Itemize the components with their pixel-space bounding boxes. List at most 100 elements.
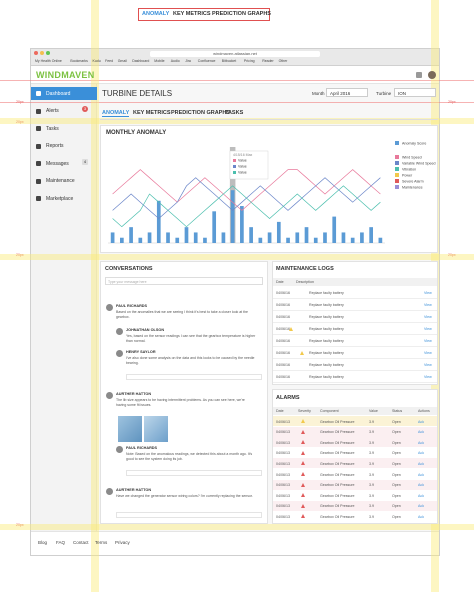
view-link[interactable]: View — [424, 291, 432, 295]
sidebar-item[interactable]: Marketplace — [31, 192, 97, 205]
footer-bar — [31, 531, 439, 555]
tab[interactable]: TASKS — [225, 110, 244, 116]
bookmark[interactable]: Other — [278, 59, 288, 63]
bookmark[interactable]: Gmail — [117, 59, 127, 63]
alarm-cell: 04/06/13 — [276, 451, 290, 456]
message-text: The lib size appears to be having interm… — [116, 398, 245, 407]
sidebar-item[interactable]: Alerts — [31, 105, 97, 118]
legend-swatch — [395, 167, 399, 171]
sidebar-item[interactable]: Maintenance — [31, 175, 97, 188]
reply-input[interactable] — [116, 512, 262, 518]
bar — [120, 237, 124, 243]
severity-icon — [301, 440, 305, 445]
sidebar-label: Reports — [46, 143, 64, 149]
bookmark[interactable]: Jira — [185, 59, 191, 63]
attachment-image — [118, 416, 142, 442]
annotation-tab: PREDICTION GRAPHS — [212, 11, 271, 17]
sidebar-icon — [36, 126, 41, 131]
alarm-cell[interactable]: Ack — [418, 514, 424, 519]
alarm-cell: Open — [392, 472, 401, 477]
bookmark[interactable]: Audio — [170, 59, 180, 63]
table-header — [273, 278, 437, 286]
bar — [129, 227, 133, 243]
tab[interactable]: KEY METRICS — [133, 110, 171, 116]
view-link[interactable]: View — [424, 351, 432, 355]
alarm-cell[interactable]: Ack — [418, 472, 424, 477]
sidebar-item[interactable]: Reports — [31, 140, 97, 153]
chart-title: MONTHLY ANOMALY — [106, 130, 167, 136]
severity-icon — [301, 472, 305, 476]
alarm-cell[interactable]: Ack — [418, 483, 424, 488]
sidebar-item[interactable]: Messages — [31, 157, 97, 170]
reply-input[interactable] — [126, 470, 262, 476]
view-link[interactable]: View — [424, 363, 432, 367]
bar — [138, 237, 143, 243]
alarm-cell: Gearbox Oil Pressure — [320, 440, 355, 445]
bookmark[interactable]: Reader — [262, 59, 274, 63]
sidebar-item[interactable]: Tasks — [31, 122, 97, 135]
alarm-cell: 04/06/13 — [276, 419, 290, 424]
footer-link[interactable]: Blog — [38, 540, 48, 545]
tooltip: 4/15/16 Max Value Value Value — [229, 150, 269, 180]
view-link[interactable]: View — [424, 327, 432, 331]
row-background — [273, 500, 437, 511]
severity-icon — [301, 419, 305, 423]
sidebar-icon — [36, 108, 41, 114]
alarm-cell[interactable]: Ack — [418, 440, 424, 445]
footer-link[interactable]: Privacy — [115, 540, 130, 545]
bookmark[interactable]: Pricing — [243, 59, 255, 63]
cell-date: 04/06/16 — [276, 303, 290, 307]
app-header — [31, 66, 439, 84]
bookmark[interactable]: My Health Online — [35, 59, 62, 63]
footer-link[interactable]: FAQ — [56, 540, 66, 545]
legend-swatch — [395, 141, 399, 145]
alarm-cell[interactable]: Ack — [418, 493, 424, 498]
user-avatar — [428, 71, 436, 79]
tooltip-swatch — [233, 159, 236, 162]
series-line — [112, 169, 381, 211]
bookmark[interactable]: Kudu — [92, 59, 101, 63]
alarm-cell: Open — [392, 514, 401, 519]
column-header: Date — [276, 280, 284, 284]
row-divider — [273, 298, 437, 299]
alarm-cell: Open — [392, 451, 401, 456]
footer-link[interactable]: Terms — [95, 540, 108, 545]
sidebar-icon — [36, 91, 41, 96]
tab[interactable]: ANOMALY — [102, 110, 130, 117]
alarm-cell: Open — [392, 504, 401, 509]
bookmark[interactable]: Feed — [105, 59, 114, 63]
turbine-select[interactable]: ION — [394, 88, 436, 97]
avatar — [116, 446, 123, 453]
month-select[interactable]: April 2016 — [326, 88, 368, 97]
avatar — [106, 488, 113, 495]
alarm-cell[interactable]: Ack — [418, 504, 424, 509]
bookmark[interactable]: Confluence — [197, 59, 216, 63]
legend-label: Maintenance — [402, 186, 423, 190]
alarm-cell[interactable]: Ack — [418, 419, 424, 424]
alarm-cell: Gearbox Oil Pressure — [320, 483, 355, 488]
view-link[interactable]: View — [424, 315, 432, 319]
tooltip-swatch — [233, 171, 236, 174]
legend-label: Severe Alarm — [402, 180, 424, 184]
view-link[interactable]: View — [424, 339, 432, 343]
sidebar-icon — [36, 143, 41, 149]
footer-link[interactable]: Contact — [73, 540, 89, 545]
bar — [332, 216, 337, 243]
bookmark[interactable]: Bookmarks — [70, 59, 88, 63]
tab[interactable]: PREDICTION GRAPHS — [171, 110, 230, 116]
legend-swatch — [395, 161, 399, 165]
alarm-cell[interactable]: Ack — [418, 451, 424, 456]
alarm-cell[interactable]: Ack — [418, 461, 424, 466]
sidebar-item[interactable]: Dashboard — [31, 87, 97, 100]
bookmark[interactable]: Mobile — [154, 59, 165, 63]
reply-input[interactable] — [126, 374, 262, 380]
bookmark[interactable]: Dashboard — [132, 59, 150, 63]
view-link[interactable]: View — [424, 375, 432, 379]
alarm-cell: Gearbox Oil Pressure — [320, 461, 355, 466]
cell-date: 04/06/16 — [276, 375, 290, 379]
view-link[interactable]: View — [424, 303, 432, 307]
alarm-cell[interactable]: Ack — [418, 430, 424, 435]
bookmark[interactable]: Bitbucket — [221, 59, 237, 63]
notification-icon — [416, 72, 422, 78]
message-input[interactable]: Type your message here — [105, 277, 263, 285]
